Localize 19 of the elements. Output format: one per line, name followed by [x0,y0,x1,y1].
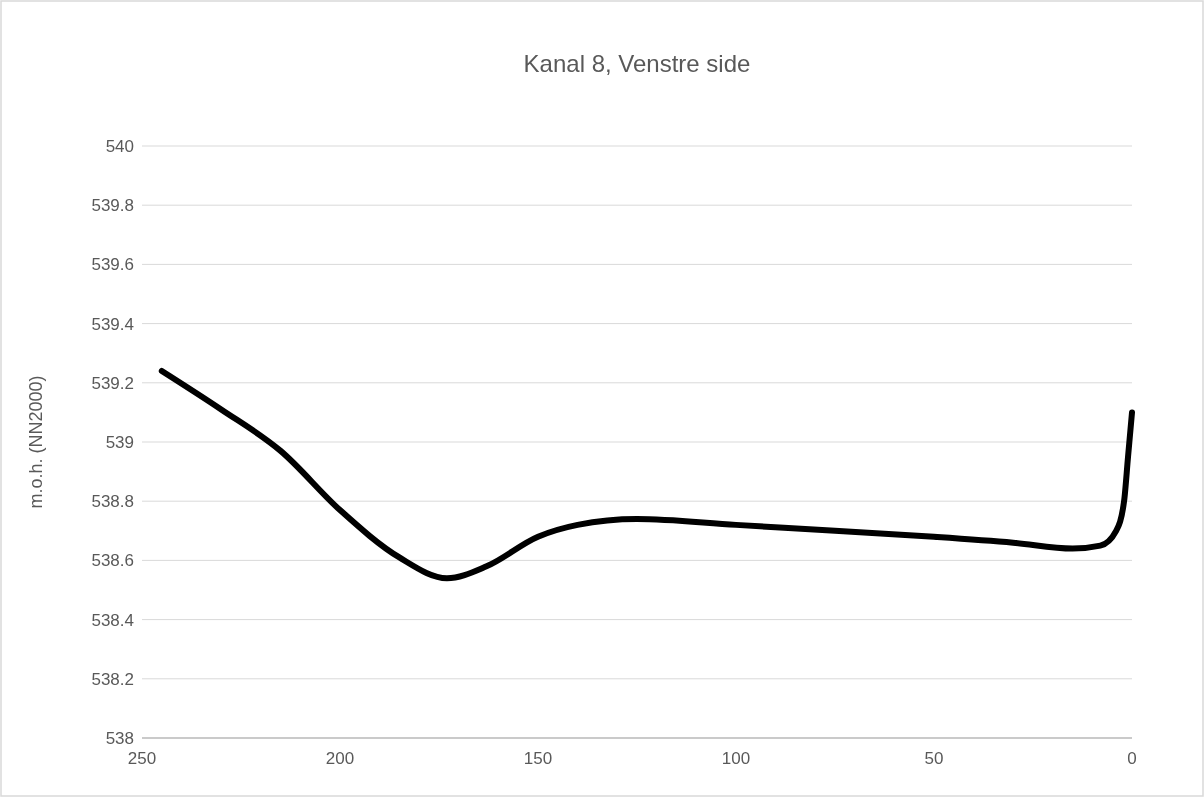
y-tick-label: 538.6 [91,551,134,571]
y-tick-label: 539.4 [91,314,134,334]
y-tick-label: 539.6 [91,255,134,275]
y-axis-title: m.o.h. (NN2000) [26,375,46,509]
x-tick-label: 50 [924,749,944,768]
y-tick-label: 538.4 [91,610,134,630]
y-tick-label: 539.8 [91,196,134,216]
x-tick-label: 0 [1127,749,1137,768]
y-tick-label: 539.2 [91,373,134,393]
y-tick-label: 538.2 [91,669,134,689]
y-tick-label: 539 [105,432,134,452]
x-tick-label: 200 [325,749,355,768]
y-tick-label: 540 [105,136,134,156]
chart-title: Kanal 8, Venstre side [523,50,751,77]
x-tick-label: 150 [523,749,553,768]
y-tick-label: 538 [105,728,134,748]
x-tick-label: 100 [721,749,751,768]
x-tick-label: 250 [127,749,157,768]
y-tick-label: 538.8 [91,492,134,512]
